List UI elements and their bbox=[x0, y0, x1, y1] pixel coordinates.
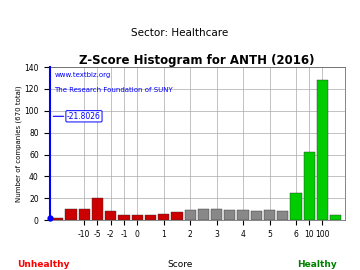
Bar bbox=[330, 215, 341, 220]
Text: Sector: Healthcare: Sector: Healthcare bbox=[131, 28, 229, 38]
Bar bbox=[78, 209, 90, 220]
Bar bbox=[92, 198, 103, 220]
Bar bbox=[251, 211, 262, 220]
Bar bbox=[291, 193, 302, 220]
Text: The Research Foundation of SUNY: The Research Foundation of SUNY bbox=[54, 87, 173, 93]
Title: Z-Score Histogram for ANTH (2016): Z-Score Histogram for ANTH (2016) bbox=[79, 54, 315, 67]
Bar bbox=[171, 212, 183, 220]
Bar bbox=[105, 211, 116, 220]
Text: www.textbiz.org: www.textbiz.org bbox=[54, 72, 111, 78]
Text: -21.8026: -21.8026 bbox=[67, 112, 101, 121]
Bar bbox=[264, 210, 275, 220]
Bar bbox=[52, 218, 63, 220]
Bar bbox=[303, 152, 315, 220]
Bar bbox=[66, 209, 77, 220]
Bar bbox=[198, 209, 209, 220]
Text: Unhealthy: Unhealthy bbox=[17, 260, 69, 269]
Y-axis label: Number of companies (670 total): Number of companies (670 total) bbox=[15, 85, 22, 202]
Text: Score: Score bbox=[167, 260, 193, 269]
Bar bbox=[277, 211, 288, 220]
Text: Healthy: Healthy bbox=[297, 260, 337, 269]
Bar bbox=[224, 210, 235, 220]
Bar bbox=[317, 80, 328, 220]
Bar bbox=[211, 209, 222, 220]
Bar bbox=[118, 215, 130, 220]
Bar bbox=[131, 215, 143, 220]
Bar bbox=[185, 210, 196, 220]
Bar bbox=[158, 214, 169, 220]
Bar bbox=[145, 215, 156, 220]
Bar bbox=[238, 210, 249, 220]
